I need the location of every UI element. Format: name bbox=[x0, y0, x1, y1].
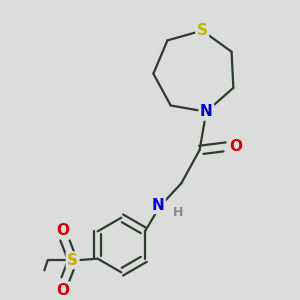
Text: O: O bbox=[229, 139, 242, 154]
Text: N: N bbox=[200, 104, 213, 119]
Text: N: N bbox=[152, 197, 164, 212]
Text: S: S bbox=[197, 23, 208, 38]
Text: O: O bbox=[56, 283, 69, 298]
Text: H: H bbox=[173, 206, 183, 219]
Text: O: O bbox=[56, 223, 69, 238]
Text: S: S bbox=[67, 253, 78, 268]
